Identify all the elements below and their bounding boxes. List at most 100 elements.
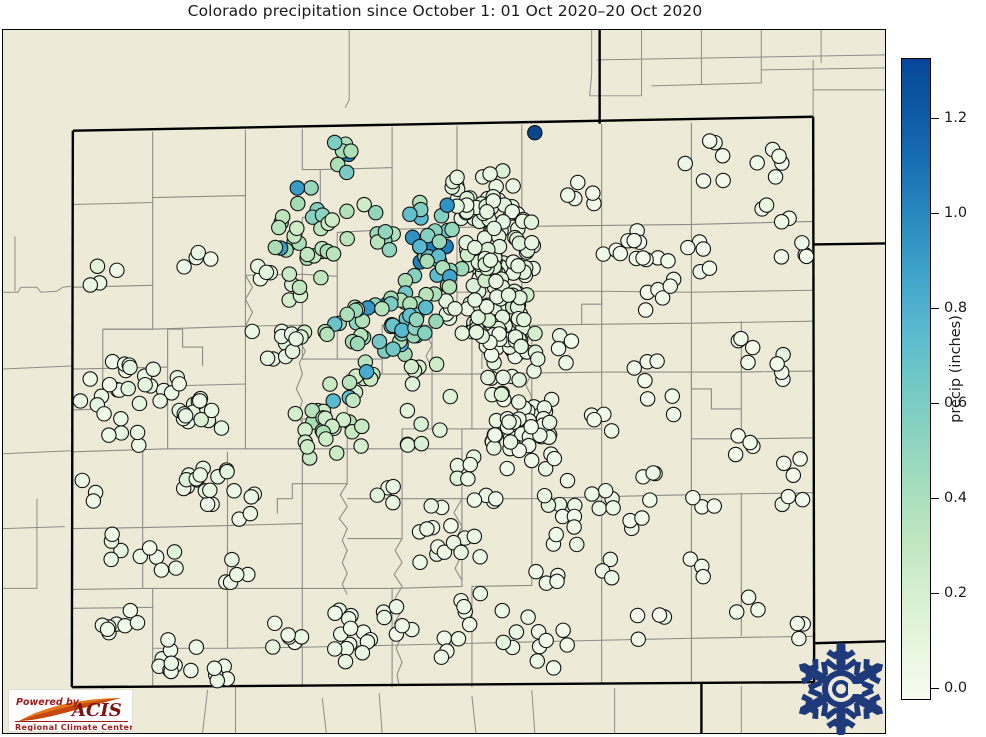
station-marker[interactable] bbox=[530, 351, 546, 367]
station-marker[interactable] bbox=[500, 287, 517, 303]
station-marker[interactable] bbox=[570, 174, 586, 191]
station-marker[interactable] bbox=[785, 467, 802, 483]
station-marker[interactable] bbox=[243, 489, 260, 505]
station-marker[interactable] bbox=[794, 491, 811, 508]
station-marker[interactable] bbox=[193, 411, 209, 428]
station-marker[interactable] bbox=[160, 632, 176, 648]
station-marker[interactable] bbox=[442, 388, 459, 405]
station-marker[interactable] bbox=[385, 494, 401, 511]
station-marker[interactable] bbox=[289, 220, 305, 237]
station-marker[interactable] bbox=[267, 239, 284, 256]
station-marker[interactable] bbox=[569, 536, 585, 553]
station-marker[interactable] bbox=[495, 163, 511, 179]
station-marker[interactable] bbox=[82, 277, 99, 293]
station-marker[interactable] bbox=[203, 402, 220, 419]
station-marker[interactable] bbox=[520, 609, 536, 625]
station-marker[interactable] bbox=[337, 653, 354, 670]
station-marker[interactable] bbox=[494, 602, 511, 619]
station-marker[interactable] bbox=[478, 298, 495, 315]
station-marker[interactable] bbox=[101, 376, 118, 393]
station-marker[interactable] bbox=[202, 251, 219, 267]
station-marker[interactable] bbox=[450, 631, 467, 647]
station-marker[interactable] bbox=[508, 624, 525, 640]
station-marker[interactable] bbox=[413, 416, 429, 432]
station-marker[interactable] bbox=[441, 279, 458, 295]
station-marker[interactable] bbox=[145, 361, 161, 377]
station-marker[interactable] bbox=[304, 402, 320, 419]
station-marker[interactable] bbox=[685, 489, 701, 506]
station-marker[interactable] bbox=[265, 639, 281, 655]
station-marker[interactable] bbox=[280, 627, 296, 643]
station-marker[interactable] bbox=[605, 500, 621, 516]
station-marker[interactable] bbox=[152, 393, 168, 409]
station-marker[interactable] bbox=[714, 148, 731, 164]
station-marker[interactable] bbox=[612, 245, 629, 262]
station-marker[interactable] bbox=[528, 563, 544, 580]
station-marker[interactable] bbox=[137, 376, 153, 393]
station-marker[interactable] bbox=[358, 363, 375, 380]
station-marker[interactable] bbox=[131, 437, 147, 453]
station-marker[interactable] bbox=[176, 259, 192, 275]
station-marker[interactable] bbox=[794, 235, 810, 251]
station-marker[interactable] bbox=[354, 418, 370, 435]
station-marker[interactable] bbox=[488, 273, 504, 290]
station-marker[interactable] bbox=[651, 607, 668, 623]
station-marker[interactable] bbox=[510, 258, 526, 274]
station-marker[interactable] bbox=[303, 180, 319, 196]
station-marker[interactable] bbox=[792, 451, 808, 467]
station-marker[interactable] bbox=[385, 478, 401, 495]
station-marker[interactable] bbox=[299, 439, 316, 455]
station-marker[interactable] bbox=[131, 395, 148, 412]
station-marker[interactable] bbox=[423, 498, 439, 514]
station-marker[interactable] bbox=[550, 340, 567, 357]
station-marker[interactable] bbox=[453, 544, 469, 561]
station-marker[interactable] bbox=[299, 246, 316, 263]
station-marker[interactable] bbox=[729, 604, 745, 620]
station-marker[interactable] bbox=[626, 360, 643, 376]
station-marker[interactable] bbox=[767, 169, 784, 185]
station-marker[interactable] bbox=[345, 392, 361, 409]
station-marker[interactable] bbox=[229, 566, 245, 583]
station-marker[interactable] bbox=[511, 372, 527, 388]
station-marker[interactable] bbox=[740, 589, 757, 606]
station-marker[interactable] bbox=[122, 602, 139, 619]
station-marker[interactable] bbox=[436, 544, 453, 560]
station-marker[interactable] bbox=[177, 408, 194, 424]
station-marker[interactable] bbox=[259, 350, 276, 366]
station-marker[interactable] bbox=[103, 551, 119, 568]
station-marker[interactable] bbox=[432, 422, 448, 438]
station-marker[interactable] bbox=[368, 204, 384, 221]
station-marker[interactable] bbox=[529, 653, 546, 669]
station-marker[interactable] bbox=[436, 630, 453, 646]
station-marker[interactable] bbox=[129, 424, 146, 441]
station-marker[interactable] bbox=[313, 269, 329, 286]
station-marker[interactable] bbox=[479, 204, 495, 220]
station-marker[interactable] bbox=[758, 197, 775, 213]
station-marker[interactable] bbox=[403, 358, 420, 375]
station-marker[interactable] bbox=[460, 471, 476, 487]
station-marker[interactable] bbox=[399, 402, 416, 419]
station-marker[interactable] bbox=[369, 234, 386, 250]
station-marker[interactable] bbox=[202, 482, 218, 499]
station-marker[interactable] bbox=[418, 299, 434, 316]
station-marker[interactable] bbox=[645, 465, 661, 481]
station-marker[interactable] bbox=[388, 599, 405, 615]
station-marker[interactable] bbox=[192, 393, 208, 409]
station-marker[interactable] bbox=[462, 456, 478, 473]
station-marker[interactable] bbox=[706, 498, 723, 514]
station-marker[interactable] bbox=[82, 371, 98, 387]
station-marker[interactable] bbox=[342, 620, 359, 637]
station-marker[interactable] bbox=[287, 405, 304, 422]
station-marker[interactable] bbox=[190, 244, 206, 261]
station-marker[interactable] bbox=[258, 264, 275, 281]
station-marker[interactable] bbox=[96, 406, 112, 422]
station-marker[interactable] bbox=[680, 239, 696, 256]
station-marker[interactable] bbox=[153, 562, 170, 578]
station-marker[interactable] bbox=[603, 423, 620, 439]
station-marker[interactable] bbox=[563, 333, 580, 349]
station-marker[interactable] bbox=[113, 425, 130, 441]
station-marker[interactable] bbox=[639, 391, 656, 407]
station-marker[interactable] bbox=[428, 356, 445, 372]
station-marker[interactable] bbox=[727, 446, 744, 463]
station-marker[interactable] bbox=[516, 311, 532, 328]
